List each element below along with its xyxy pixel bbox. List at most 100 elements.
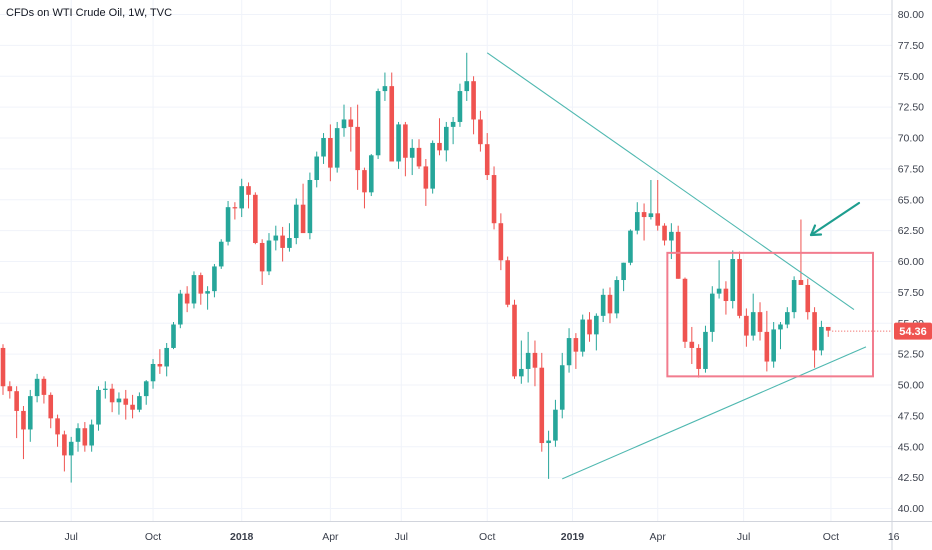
range-box[interactable]	[666, 251, 874, 378]
candle	[389, 72, 395, 162]
candle-body	[580, 319, 585, 352]
candle	[396, 121, 401, 169]
candle	[778, 322, 783, 350]
candle-body	[600, 294, 606, 316]
candle	[587, 312, 592, 342]
candle	[362, 167, 367, 209]
candle-body	[7, 386, 13, 392]
candle-body	[648, 213, 654, 218]
candle	[96, 386, 101, 431]
candle-body	[444, 126, 449, 151]
candle-body	[696, 347, 701, 369]
candle-body	[239, 186, 244, 209]
candle-body	[669, 231, 674, 241]
candle	[607, 287, 613, 324]
candle	[123, 389, 129, 420]
candle	[539, 352, 545, 452]
candle	[48, 392, 54, 429]
candle	[130, 394, 135, 419]
candle	[573, 333, 579, 369]
candle	[546, 430, 551, 479]
candle	[750, 293, 756, 341]
candle	[498, 213, 504, 271]
candle	[819, 320, 824, 356]
candle	[171, 322, 176, 350]
candle-body	[218, 241, 224, 267]
candle	[355, 104, 360, 190]
candle	[273, 225, 279, 251]
candle-body	[675, 231, 681, 279]
descending-trendline[interactable]	[486, 52, 855, 311]
price-tick-label: 57.50	[898, 287, 924, 299]
candles	[0, 52, 831, 483]
grid	[0, 0, 895, 521]
candle	[178, 289, 183, 329]
arrow-shaft[interactable]	[809, 201, 861, 237]
candle-body	[375, 91, 381, 156]
candle-body	[21, 410, 26, 430]
candle-body	[723, 288, 729, 302]
price-tick-label: 72.50	[898, 102, 924, 114]
candle-body	[532, 352, 538, 368]
candle-body	[491, 175, 497, 224]
candle-body	[355, 126, 360, 171]
candle	[34, 373, 40, 403]
candle-body	[730, 259, 736, 302]
candle	[785, 307, 790, 329]
candle-body	[314, 156, 320, 180]
candle-body	[280, 235, 285, 248]
candle-body	[396, 124, 401, 162]
candle	[143, 380, 149, 405]
price-axis-background	[892, 0, 932, 550]
candle	[491, 166, 497, 230]
candle-body	[641, 212, 647, 218]
candle-body	[171, 324, 176, 348]
candle	[253, 192, 258, 245]
ascending-trendline[interactable]	[562, 346, 867, 480]
candle-body	[41, 378, 47, 395]
candle-body	[607, 294, 613, 314]
candle-body	[594, 315, 599, 335]
candle-body	[334, 128, 340, 168]
candle-body	[198, 275, 204, 294]
last-price-label: 54.36	[899, 326, 927, 338]
candle-body	[709, 293, 715, 332]
price-tick-label: 47.50	[898, 410, 924, 422]
time-axis[interactable]: Jul Oct 2018 Apr Jul Oct 2019 Apr Jul Oct 16	[64, 531, 899, 543]
last-price-tag: 54.36	[894, 322, 932, 340]
candle-body	[137, 396, 142, 410]
candle-body	[457, 91, 463, 122]
candle-body	[471, 81, 476, 120]
candle-body	[819, 326, 824, 351]
candle-body	[362, 170, 367, 193]
candle	[730, 250, 736, 309]
price-tick-label: 45.00	[898, 441, 924, 453]
candle	[348, 107, 354, 152]
candle	[812, 307, 817, 368]
time-tick-label: Oct	[479, 531, 495, 543]
candle-body	[553, 409, 558, 441]
candle-body	[116, 398, 122, 403]
price-tick-label: 42.50	[898, 472, 924, 484]
price-axis[interactable]: 80.00 77.50 75.00 72.50 70.00 67.50 65.00 62.50…	[898, 9, 924, 515]
candle-body	[614, 280, 620, 314]
time-tick-label: 2018	[230, 531, 254, 543]
candle-body	[246, 186, 251, 195]
candle	[409, 139, 415, 176]
candle	[744, 308, 749, 347]
candle-body	[130, 404, 135, 410]
candle-body	[178, 293, 183, 325]
candle-body	[478, 119, 483, 145]
candle-body	[744, 315, 749, 336]
candle	[614, 276, 620, 319]
candle-body	[348, 119, 354, 127]
candle-body	[757, 312, 763, 332]
time-tick-label: Jul	[64, 531, 77, 543]
candle	[737, 251, 742, 319]
candle-body	[634, 212, 640, 231]
candle-body	[450, 121, 456, 127]
candle	[519, 340, 524, 384]
candle-body	[96, 389, 101, 425]
candle-body	[505, 260, 510, 305]
